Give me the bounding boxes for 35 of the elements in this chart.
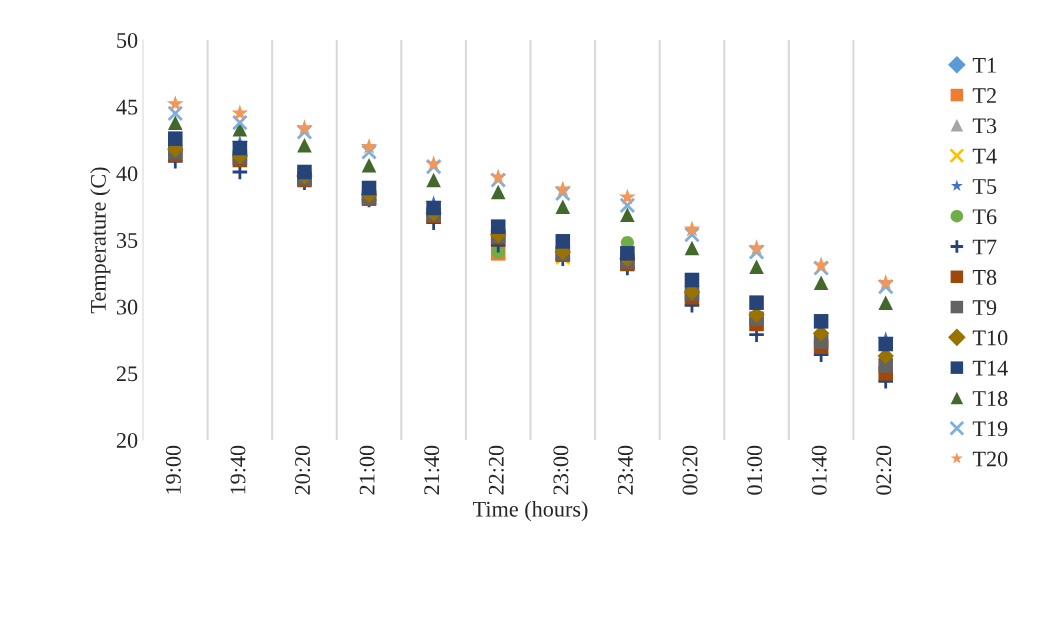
legend-label: T8 [972, 269, 997, 285]
x-tick-label: 01:40 [811, 445, 827, 495]
legend-label: T18 [972, 390, 1008, 406]
y-tick-label: 35 [116, 232, 138, 248]
x-tick-label: 21:40 [424, 445, 440, 495]
y-tick-label: 20 [116, 432, 138, 448]
legend-label: T19 [972, 421, 1008, 437]
legend-label: T10 [972, 330, 1008, 346]
y-tick-label: 50 [117, 32, 138, 48]
legend-label: T2 [972, 88, 996, 103]
x-tick-label: 23:40 [617, 445, 634, 495]
y-axis-title: Temperature (C) [90, 167, 111, 314]
legend-label: T1 [972, 57, 996, 73]
x-tick-label: 20:20 [295, 445, 311, 495]
x-tick-label: 22:20 [488, 445, 504, 495]
y-tick-label: 40 [116, 166, 138, 182]
legend-label: T9 [972, 300, 997, 316]
legend-label: T4 [972, 148, 997, 164]
x-tick-label: 23:00 [553, 445, 569, 495]
legend-label: T3 [972, 118, 997, 134]
x-axis-title: Time (hours) [472, 501, 588, 522]
y-tick-label: 30 [116, 299, 138, 315]
legend-label: T6 [972, 209, 997, 225]
x-tick-label: 01:00 [747, 445, 763, 495]
legend-label: T7 [972, 239, 997, 255]
legend-label: T5 [972, 179, 997, 194]
x-tick-label: 21:00 [359, 445, 375, 495]
x-tick-label: 02:20 [876, 445, 892, 495]
y-tick-label: 45 [116, 99, 138, 115]
x-tick-label: 19:40 [230, 445, 246, 494]
x-tick-label: 00:20 [682, 445, 698, 495]
y-tick-label: 25 [116, 366, 138, 382]
legend-label: T20 [972, 451, 1008, 467]
x-tick-label: 19:00 [165, 445, 181, 494]
legend-label: T14 [972, 360, 1008, 376]
